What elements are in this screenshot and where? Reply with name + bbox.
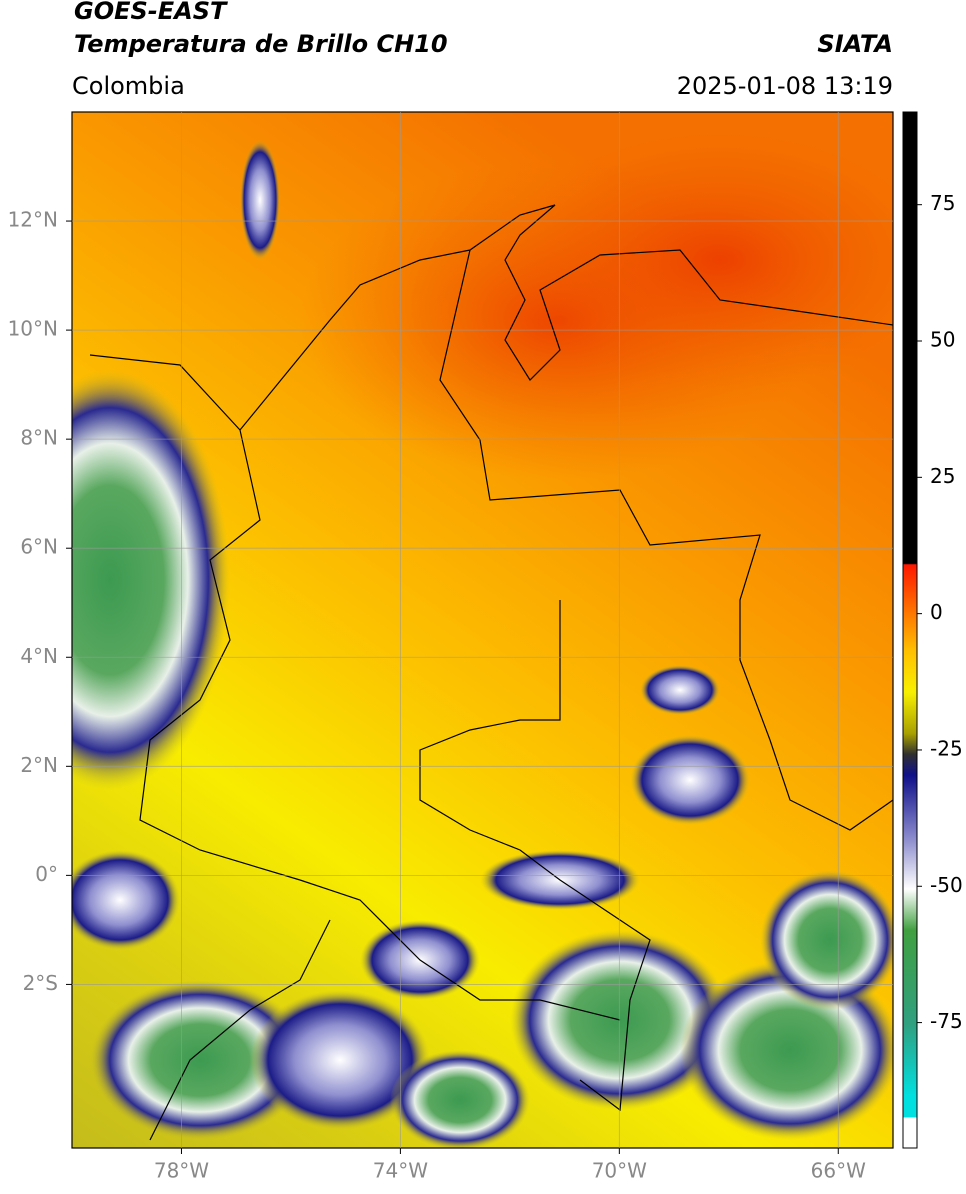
- lat-tick-label: 2°N: [20, 753, 58, 777]
- colorbar-tick-label: 0: [930, 600, 943, 624]
- datetime: 2025-01-08 13:19: [677, 72, 893, 100]
- lat-tick-label: 4°N: [20, 644, 58, 668]
- lon-tick-label: 74°W: [373, 1159, 428, 1183]
- region: Colombia: [72, 72, 185, 100]
- colorbar: [902, 111, 918, 1149]
- product: Temperatura de Brillo CH10: [74, 30, 448, 58]
- satellite: GOES-EAST: [74, 0, 228, 25]
- lat-tick-label: 10°N: [8, 317, 58, 341]
- lat-tick-label: 12°N: [8, 208, 58, 232]
- agency: SIATA: [817, 30, 893, 58]
- map-frame: [71, 111, 894, 1149]
- colorbar-tick-label: -75: [930, 1009, 963, 1033]
- colorbar-tick-label: -25: [930, 736, 963, 760]
- colorbar-tick-label: 50: [930, 328, 955, 352]
- lon-tick-label: 66°W: [811, 1159, 866, 1183]
- lat-tick-label: 2°S: [23, 971, 58, 995]
- lat-tick-label: 8°N: [20, 426, 58, 450]
- lat-tick-label: 0°: [35, 862, 58, 886]
- lat-tick-label: 6°N: [20, 535, 58, 559]
- colorbar-tick-label: -50: [930, 873, 963, 897]
- colorbar-tick-label: 75: [930, 191, 955, 215]
- lon-tick-label: 70°W: [592, 1159, 647, 1183]
- colorbar-tick-label: 25: [930, 464, 955, 488]
- map-image: [72, 112, 893, 1148]
- lon-tick-label: 78°W: [154, 1159, 209, 1183]
